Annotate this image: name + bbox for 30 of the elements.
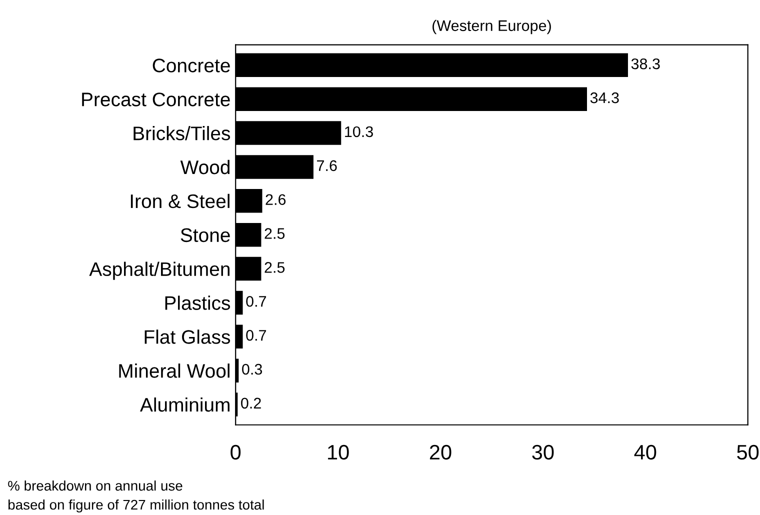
data-label: 34.3 [590,92,619,104]
y-tick-label: Asphalt/Bitumen [89,262,230,280]
chart-subtitle: (Western Europe) [432,20,551,34]
x-tick-label: 20 [430,444,452,460]
x-tick-label: 10 [328,444,349,460]
data-label: 0.7 [246,330,266,341]
x-tick-label: 50 [737,444,759,460]
y-tick-label: Flat Glass [144,330,230,344]
y-tick-label: Wood [180,160,230,174]
data-label: 38.3 [631,58,660,70]
data-label: 0.2 [241,398,261,409]
y-tick-label: Stone [180,228,230,242]
data-label: 2.5 [264,262,285,273]
x-tick-label: 30 [532,444,554,460]
text: % breakdown on annual use based on figure of 727 million tonnes total [8,480,264,512]
data-label: 10.3 [345,126,373,138]
data-label: 7.6 [317,160,337,172]
y-tick-label: Concrete [152,58,230,72]
data-label: 2.5 [264,228,285,239]
data-label: 0.3 [242,364,262,375]
x-tick-label: 40 [634,444,656,460]
y-tick-label: Mineral Wool [119,364,230,378]
data-label: 2.6 [266,194,286,206]
x-tick-label: 0 [230,444,241,460]
y-tick-label: Plastics [165,296,230,310]
y-tick-label: Iron & Steel [130,194,230,208]
y-tick-label: Aluminium [140,397,230,412]
data-label: 0.7 [246,296,266,307]
y-tick-label: Precast Concrete [82,92,230,106]
y-tick-label: Bricks/Tiles [134,126,230,140]
